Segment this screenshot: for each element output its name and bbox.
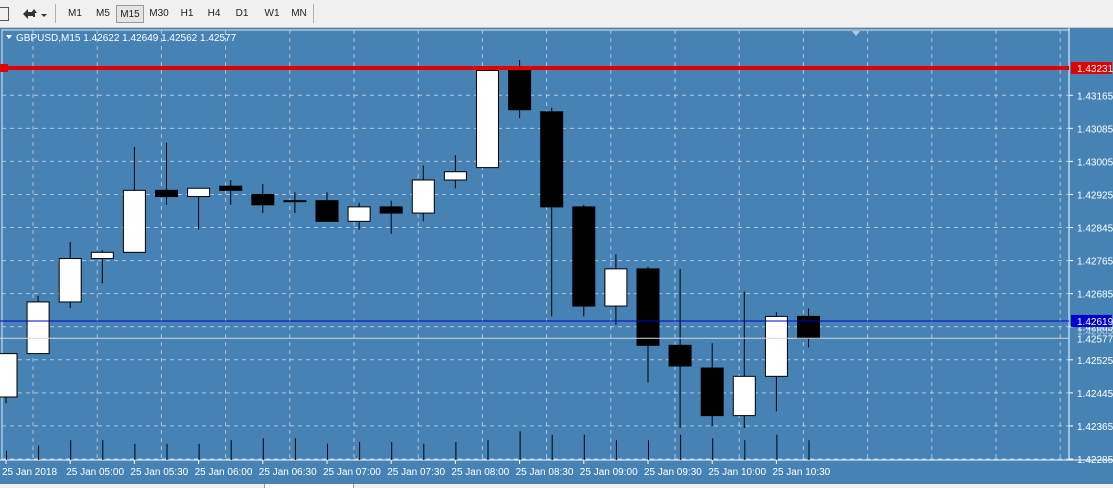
bear-candle[interactable] xyxy=(219,185,243,191)
bull-candle[interactable] xyxy=(732,375,756,417)
x-tick-label: 25 Jan 07:30 xyxy=(387,467,445,478)
header-triangle-icon[interactable] xyxy=(6,35,12,39)
candlestick-chart[interactable]: 1.43165 1.43085 1.43005 1.42925 1.42845 1.427… xyxy=(0,28,1113,484)
timeframe-m5-button[interactable]: M5 xyxy=(96,8,110,19)
x-tick-label: 25 Jan 08:30 xyxy=(516,467,574,478)
panel-edge-icon[interactable] xyxy=(0,7,9,21)
bear-candle[interactable] xyxy=(797,315,820,339)
toolbar-divider xyxy=(55,4,56,23)
y-tick-label: 1.43005 xyxy=(1077,157,1113,168)
x-tick-label: 25 Jan 09:30 xyxy=(644,467,702,478)
bull-candle[interactable] xyxy=(26,301,50,355)
timeframe-m15-button[interactable]: M15 xyxy=(116,5,144,23)
y-tick-label: 1.42605 xyxy=(1077,323,1113,334)
bull-candle[interactable] xyxy=(604,268,628,307)
bull-candle[interactable] xyxy=(764,315,788,377)
x-tick-label: 25 Jan 10:00 xyxy=(708,467,766,478)
bull-candle[interactable] xyxy=(476,69,499,169)
x-tick-label: 25 Jan 09:00 xyxy=(580,467,638,478)
y-tick-label: 1.43085 xyxy=(1077,124,1113,135)
y-tick-label: 1.42685 xyxy=(1077,290,1113,301)
bid-line-label: 1.42577 xyxy=(1077,334,1113,345)
y-tick-label-hidden: 1.42605 xyxy=(1077,327,1113,338)
bear-candle[interactable] xyxy=(540,111,564,208)
blue-level-line-label-bg xyxy=(1071,314,1112,327)
toolbar-divider xyxy=(313,4,314,23)
bull-candle[interactable] xyxy=(0,353,18,398)
bear-candle[interactable] xyxy=(155,189,178,198)
bear-candle[interactable] xyxy=(668,344,692,367)
timeframe-d1-button[interactable]: D1 xyxy=(235,8,249,19)
y-tick-label: 1.42525 xyxy=(1077,356,1113,367)
bull-candle[interactable] xyxy=(122,189,146,253)
chevron-down-icon xyxy=(41,14,47,17)
bull-candle[interactable] xyxy=(187,187,211,198)
bear-candle[interactable] xyxy=(700,367,724,417)
bear-candle[interactable] xyxy=(379,206,403,214)
resistance-line-label: 1.43231 xyxy=(1077,64,1113,75)
y-tick-label: 1.42925 xyxy=(1077,190,1113,201)
x-tick-label: 25 Jan 2018 xyxy=(2,467,57,478)
y-tick-label: 1.42365 xyxy=(1077,422,1113,433)
chart-tab[interactable] xyxy=(264,484,354,488)
bear-candle[interactable] xyxy=(315,200,339,222)
bear-candle[interactable] xyxy=(572,206,596,307)
y-tick-label: 1.42765 xyxy=(1077,257,1113,268)
bull-candle[interactable] xyxy=(443,171,467,181)
timeframe-m1-button[interactable]: M1 xyxy=(68,8,82,19)
x-tick-label: 25 Jan 06:00 xyxy=(195,467,253,478)
timeframe-mn-button[interactable]: MN xyxy=(291,8,307,19)
x-tick-label: 25 Jan 07:00 xyxy=(323,467,381,478)
bottom-tab-strip xyxy=(0,484,1113,488)
bear-candle[interactable] xyxy=(636,268,660,346)
bull-candle[interactable] xyxy=(90,251,114,260)
chart-background xyxy=(0,28,1113,484)
symbol-header: GBPUSD,M15 1.42622 1.42649 1.42562 1.425… xyxy=(16,33,237,44)
bull-candle[interactable] xyxy=(347,206,371,222)
chart-shift-marker-icon[interactable] xyxy=(852,31,860,36)
timeframe-h1-button[interactable]: H1 xyxy=(180,8,194,19)
bull-candle[interactable] xyxy=(283,200,307,203)
resistance-anchor-left[interactable] xyxy=(0,64,8,72)
x-tick-label: 25 Jan 10:30 xyxy=(772,467,830,478)
resistance-line-label-bg xyxy=(1071,62,1112,74)
bull-candle[interactable] xyxy=(411,179,435,214)
bear-candle[interactable] xyxy=(251,193,275,206)
bear-candle[interactable] xyxy=(508,69,532,111)
y-tick-label: 1.42445 xyxy=(1077,389,1113,400)
cursor-arrows-icon xyxy=(23,9,47,19)
timeframe-w1-button[interactable]: W1 xyxy=(264,8,280,19)
x-tick-label: 25 Jan 08:00 xyxy=(451,467,509,478)
x-tick-label: 25 Jan 05:30 xyxy=(130,467,188,478)
blue-level-line-label: 1.42619 xyxy=(1077,317,1113,328)
toolbar: M1 M5 M15 M30 H1 H4 D1 W1 MN xyxy=(0,0,1113,28)
x-tick-label: 25 Jan 05:00 xyxy=(66,467,124,478)
bid-line-label-bg xyxy=(1071,332,1112,345)
timeframe-m30-button[interactable]: M30 xyxy=(149,8,169,19)
x-tick-label: 25 Jan 06:30 xyxy=(259,467,317,478)
y-tick-label: 1.43165 xyxy=(1077,91,1113,102)
cursor-tool-button[interactable] xyxy=(20,5,48,22)
bull-candle[interactable] xyxy=(58,258,82,303)
timeframe-h4-button[interactable]: H4 xyxy=(207,8,221,19)
y-tick-label: 1.42285 xyxy=(1077,455,1113,466)
y-tick-label: 1.42845 xyxy=(1077,224,1113,235)
